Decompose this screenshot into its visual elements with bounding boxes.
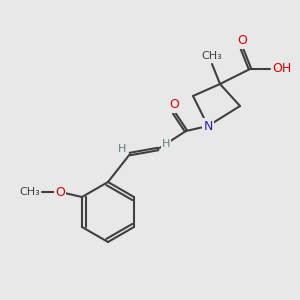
Text: H: H (118, 144, 126, 154)
Text: O: O (237, 34, 247, 47)
Text: O: O (55, 185, 65, 199)
Text: OH: OH (272, 62, 291, 76)
Text: CH₃: CH₃ (19, 187, 40, 197)
Text: O: O (169, 98, 179, 112)
Text: N: N (203, 119, 213, 133)
Text: H: H (162, 139, 170, 149)
Text: CH₃: CH₃ (202, 51, 222, 61)
